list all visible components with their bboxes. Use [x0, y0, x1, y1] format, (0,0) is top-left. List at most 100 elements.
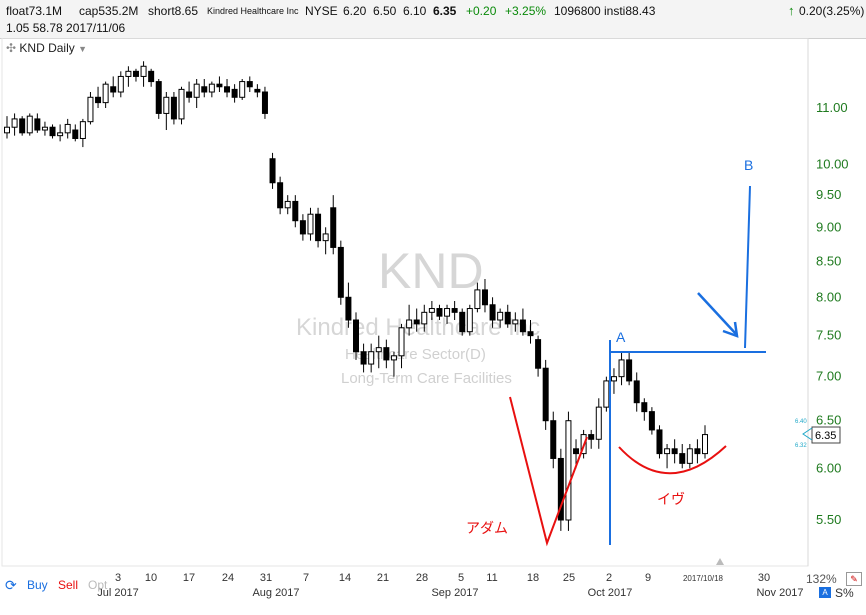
candle-up: [322, 233, 329, 242]
candle-down: [504, 311, 511, 325]
x-tick-label: 9: [645, 572, 651, 584]
candle-up: [117, 75, 124, 93]
x-tick-label: 3: [115, 572, 121, 584]
x-month-label: Jul 2017: [97, 587, 139, 599]
sell-button[interactable]: Sell: [58, 578, 79, 592]
short-value: short8.65: [148, 4, 199, 18]
candle-down: [269, 158, 276, 184]
y-tick-label: 9.00: [816, 219, 841, 234]
candle-down: [360, 351, 367, 365]
candle-down: [557, 457, 564, 521]
x-tick-label: 21: [377, 572, 389, 584]
candle-up: [102, 83, 109, 104]
price-change-pct: +3.25%: [505, 4, 547, 18]
x-tick-label: 2: [606, 572, 612, 584]
candle-down: [345, 296, 352, 321]
price-chart[interactable]: 11.00 10.00 9.50 9.00 8.50 8.00 7.50 7.00 6.50 6.…: [0, 38, 866, 615]
symbol-selector[interactable]: ✣ KND Daily ▼: [6, 41, 87, 55]
candle-down: [383, 347, 390, 361]
price-pointer-icon: [802, 427, 813, 441]
blue-target-line: [744, 185, 751, 349]
label-b: B: [744, 157, 753, 173]
candle-up: [375, 347, 382, 353]
candle-up: [64, 123, 71, 134]
x-tick-label: 2017/10/18: [683, 574, 724, 583]
auto-scale-icon[interactable]: A: [819, 587, 831, 598]
candle-down: [337, 246, 344, 298]
opt-button[interactable]: Opt: [88, 578, 108, 592]
candle-down: [315, 213, 322, 242]
x-month-label: Sep 2017: [431, 587, 478, 599]
candle-down: [299, 220, 306, 235]
candle-down: [72, 129, 79, 139]
eve-label: イヴ: [657, 491, 685, 508]
candle-down: [216, 83, 223, 88]
y-tick-label: 6.50: [816, 413, 841, 428]
candle-down: [155, 81, 162, 114]
candle-down: [186, 91, 193, 98]
candle-down: [656, 429, 663, 455]
candle-down: [34, 118, 41, 131]
right-change: 0.20(3.25%): [799, 4, 865, 18]
candle-down: [353, 319, 359, 353]
candle-up: [664, 448, 671, 455]
candle-up: [4, 126, 10, 134]
candle-up: [497, 311, 504, 321]
candle-down: [436, 308, 443, 317]
candle-up: [140, 65, 147, 77]
candle-up: [466, 308, 473, 333]
bottom-toolbar: ⟳ Buy Sell Opt 132% ✎ A S%: [0, 572, 866, 615]
y-tick-label: 8.00: [816, 289, 841, 304]
candle-up: [406, 319, 413, 329]
candle-down: [413, 319, 420, 325]
x-tick-label: 24: [222, 572, 234, 584]
candle-down: [550, 420, 557, 459]
candle-up: [284, 200, 291, 209]
candle-down: [527, 331, 534, 337]
candle-down: [519, 319, 526, 333]
candle-down: [679, 453, 686, 464]
y-tick-label: 10.00: [816, 157, 849, 172]
candle-down: [292, 200, 299, 222]
candle-up: [702, 434, 708, 455]
y-tick-label: 5.50: [816, 512, 841, 527]
candle-up: [390, 355, 397, 361]
watermark-industry: Long-Term Care Facilities: [341, 370, 512, 387]
refresh-icon[interactable]: ⟳: [5, 577, 17, 593]
cap-value: cap535.2M: [79, 4, 139, 18]
float-value: float73.1M: [6, 4, 63, 18]
candle-down: [451, 308, 458, 313]
settings-icon[interactable]: ✎: [846, 572, 862, 586]
symbol-label: KND Daily: [19, 41, 75, 55]
candle-down: [573, 448, 580, 455]
candle-down: [19, 118, 26, 134]
x-month-label: Nov 2017: [756, 587, 803, 599]
x-tick-label: 31: [260, 572, 272, 584]
x-tick-label: 18: [527, 572, 539, 584]
y-tick-label: 7.00: [816, 369, 841, 384]
y-tick-label: 9.50: [816, 187, 841, 202]
candle-up: [368, 351, 375, 365]
x-tick-label: 5: [458, 572, 464, 584]
candle-up: [87, 96, 94, 123]
candle-down: [481, 289, 488, 306]
x-tick-label: 17: [183, 572, 195, 584]
percent-scale-icon[interactable]: S%: [835, 586, 854, 600]
candle-down: [648, 411, 655, 431]
candle-up: [428, 308, 435, 313]
candle-down: [330, 207, 337, 248]
pin-icon: ✣: [6, 41, 17, 55]
mini-label-high: 6.40: [795, 419, 807, 425]
label-a: A: [616, 329, 626, 345]
candle-down: [261, 91, 268, 114]
candle-up: [26, 115, 33, 134]
candle-up: [512, 319, 519, 325]
price-change: +0.20: [466, 4, 497, 18]
x-tick-label: 7: [303, 572, 309, 584]
buy-button[interactable]: Buy: [27, 578, 48, 592]
candle-down: [535, 339, 542, 369]
chart-panel[interactable]: KND Kindred Healthcare Inc Healthcare Se…: [0, 38, 866, 615]
mini-label-low: 6.32: [795, 443, 807, 449]
candle-down: [132, 70, 139, 77]
candle-up: [610, 376, 617, 382]
